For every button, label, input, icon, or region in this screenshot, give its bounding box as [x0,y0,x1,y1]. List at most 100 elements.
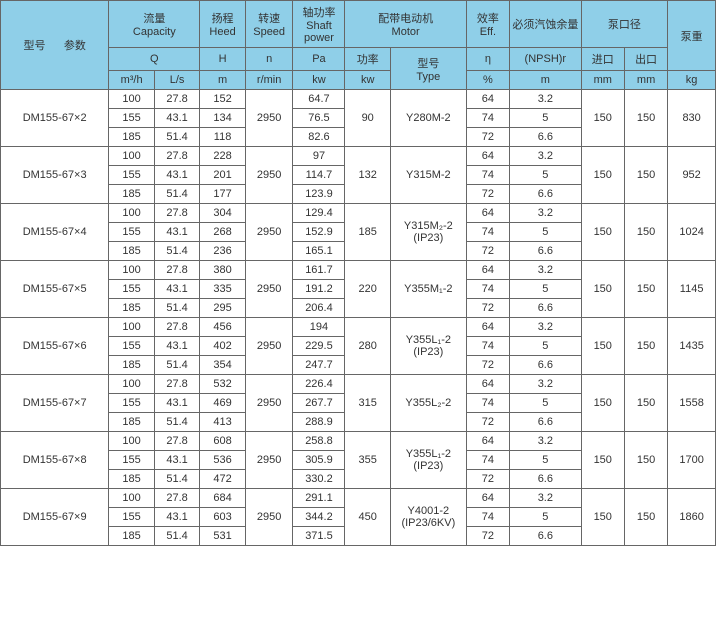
cell-motor: Y355L₂-2 [390,375,466,432]
cell-out: 150 [624,90,667,147]
unit-ls: L/s [154,71,200,90]
cell-power: 280 [345,318,390,375]
model-label: 型号 [23,40,45,52]
unit-speed: r/min [245,71,293,90]
cell-ls: 27.8 [154,261,200,280]
cell-head: 603 [200,508,245,527]
cell-npsh: 3.2 [510,147,581,166]
cell-m3h: 100 [109,204,154,223]
cell-speed: 2950 [245,318,293,375]
cell-in: 150 [581,147,624,204]
cell-motor: Y315M₂-2 (IP23) [390,204,466,261]
shaft-en: Shaft power [295,20,342,44]
cell-eff: 74 [466,394,509,413]
cell-pa: 194 [293,318,345,337]
cell-m3h: 155 [109,280,154,299]
cell-ls: 27.8 [154,147,200,166]
cell-npsh: 6.6 [510,356,581,375]
cell-pa: 161.7 [293,261,345,280]
cell-ls: 51.4 [154,413,200,432]
cell-eff: 74 [466,451,509,470]
cell-head: 536 [200,451,245,470]
cell-eff: 64 [466,261,509,280]
cell-in: 150 [581,261,624,318]
cell-ls: 51.4 [154,470,200,489]
cell-ls: 27.8 [154,489,200,508]
motor-zh: 配带电动机 [347,10,463,26]
table-body: DM155-67×210027.8152295064.790Y280M-2643… [1,90,716,546]
cell-pa: 226.4 [293,375,345,394]
cell-wt: 830 [668,90,716,147]
cell-npsh: 5 [510,166,581,185]
cell-wt: 1558 [668,375,716,432]
cell-head: 531 [200,527,245,546]
table-row: DM155-67×610027.84562950194280Y355L₁-2 (… [1,318,716,337]
param-label: 参数 [64,40,86,52]
col-dia: 泵口径 [581,1,668,48]
cell-npsh: 5 [510,394,581,413]
cell-in: 150 [581,318,624,375]
cell-head: 608 [200,432,245,451]
cell-head: 268 [200,223,245,242]
cell-in: 150 [581,375,624,432]
cell-head: 335 [200,280,245,299]
speed-en: Speed [248,26,291,38]
cell-m3h: 100 [109,147,154,166]
cell-power: 90 [345,90,390,147]
cell-head: 684 [200,489,245,508]
cell-m3h: 100 [109,432,154,451]
cell-power: 450 [345,489,390,546]
cell-m3h: 100 [109,318,154,337]
cell-npsh: 3.2 [510,318,581,337]
eff-en: Eff. [469,26,507,38]
cell-model: DM155-67×7 [1,375,109,432]
cell-ls: 43.1 [154,337,200,356]
cell-npsh: 6.6 [510,470,581,489]
cell-ls: 27.8 [154,90,200,109]
cell-npsh: 5 [510,280,581,299]
cell-eff: 74 [466,109,509,128]
cell-model: DM155-67×4 [1,204,109,261]
cell-eff: 72 [466,356,509,375]
cell-ls: 43.1 [154,508,200,527]
unit-wt: kg [668,71,716,90]
cell-out: 150 [624,375,667,432]
cell-speed: 2950 [245,489,293,546]
cell-motor: Y355L₁-2 (IP23) [390,318,466,375]
cell-npsh: 5 [510,451,581,470]
cell-model: DM155-67×3 [1,147,109,204]
table-row: DM155-67×910027.86842950291.1450Y4001-2 … [1,489,716,508]
cell-m3h: 185 [109,356,154,375]
cell-eff: 72 [466,185,509,204]
cell-eff: 74 [466,280,509,299]
unit-m3h: m³/h [109,71,154,90]
sym-h: H [200,48,245,71]
cell-motor: Y280M-2 [390,90,466,147]
capacity-en: Capacity [111,26,197,38]
cell-eff: 64 [466,432,509,451]
cell-out: 150 [624,147,667,204]
table-row: DM155-67×310027.8228295097132Y315M-2643.… [1,147,716,166]
motor-en: Motor [347,26,463,38]
cell-head: 134 [200,109,245,128]
unit-eff: % [466,71,509,90]
head-en: Heed [202,26,242,38]
cell-pa: 82.6 [293,128,345,147]
cell-npsh: 5 [510,337,581,356]
cell-power: 315 [345,375,390,432]
cell-eff: 72 [466,242,509,261]
cell-eff: 64 [466,204,509,223]
cell-ls: 51.4 [154,527,200,546]
cell-head: 236 [200,242,245,261]
cell-npsh: 5 [510,109,581,128]
cell-power: 355 [345,432,390,489]
col-head: 扬程 Heed [200,1,245,48]
cell-head: 152 [200,90,245,109]
cell-npsh: 6.6 [510,299,581,318]
cell-head: 201 [200,166,245,185]
cell-head: 469 [200,394,245,413]
cell-ls: 27.8 [154,204,200,223]
cell-wt: 1435 [668,318,716,375]
cell-pa: 288.9 [293,413,345,432]
cell-out: 150 [624,489,667,546]
